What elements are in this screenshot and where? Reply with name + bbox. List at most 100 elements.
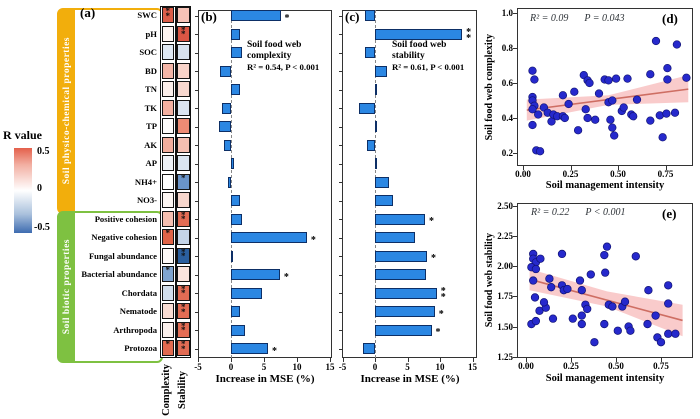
confidence-band [526,75,689,121]
data-point [536,254,545,263]
data-point [590,338,599,347]
heatmap-cell-stability-5 [177,81,190,97]
panel-c-row-tick [339,330,342,331]
panel-b-x-tick [231,358,232,362]
panel-d-x-tick [665,166,667,170]
panel-e-y-tick-label: 1.50 [497,321,513,332]
panel-b-x-tick [297,358,298,362]
bar-c-fungal-abundance [375,250,427,262]
panel-b-row-tick [195,274,198,276]
data-point [672,40,682,49]
bar-significance-mark: * [429,216,435,227]
data-point [600,250,609,260]
panel-c-row-tick [339,163,342,165]
bar-b-tn [231,84,240,95]
data-point [608,302,617,311]
bar-b-ph [231,28,241,40]
panel-b-x-tick-label: 10 [292,362,302,372]
bar-significance-mark: * [310,234,316,246]
panel-e-y-tick-label: 1.75 [497,291,513,302]
panel-c-x-tick-label: 0 [372,362,378,372]
panel-e-y-tick [513,205,517,207]
panel-c-row-tick [339,52,342,54]
panel-b-row-tick [195,330,198,331]
bar-significance-mark: * * [440,286,446,303]
data-point [608,123,617,132]
heatmap-cell-stability-4 [177,62,190,79]
row-label-protozoa: Protozoa [124,343,157,353]
significance-mark: * * [181,24,186,39]
heatmap-cell-stability-3 [177,44,190,60]
data-point [545,274,554,283]
panel-e-plot-box [517,203,693,358]
panel-c-x-tick-label: 15 [468,362,477,372]
heatmap-cell-complexity-1: * * [161,7,174,23]
bar-c-negative-cohesion [375,232,416,243]
row-label-no3-: NO3- [136,195,157,205]
heatmap-cell-complexity-5 [161,81,174,97]
data-point [529,276,538,285]
panel-c-annotation-stats: R² = 0.61, P < 0.001 [392,62,465,72]
panel-d-x-tick-label: 0.75 [657,169,674,179]
panel-c-row-tick [339,126,342,128]
bar-c-ak [366,139,375,151]
bar-significance-mark: * [431,253,436,264]
group-box-biotic: Soil biotic properties [57,211,163,363]
bar-b-tp [219,121,231,132]
panel-c-row-tick [339,256,342,257]
bar-c-nh4- [375,176,390,188]
panel-c-row-tick [339,145,342,146]
heatmap-cell-complexity-4 [161,62,174,79]
row-label-tp: TP [146,121,157,131]
panel-label-a: (a) [80,5,96,20]
legend-title: R value [3,128,42,142]
data-point [671,329,680,338]
data-point [602,242,612,251]
panel-b-row-tick [195,89,198,91]
data-point [664,329,673,338]
significance-mark: * [165,339,171,349]
heatmap-column-stability: * * * * * * * * * * * * * * * [175,6,191,358]
panel-b-row-tick [195,219,198,220]
heatmap-cell-complexity-8 [161,136,174,153]
data-point [534,110,543,119]
data-point [530,293,540,302]
panel-e-y-tick [513,266,517,267]
data-point [664,281,673,290]
heatmap-cell-stability-15 [177,266,190,282]
bar-significance-mark: * [283,271,289,283]
heatmap-cell-stability-16: * * [177,284,190,301]
panel-d-p: P = 0.043 [584,13,625,24]
group-label-physicochemical: Soil physico-chemical properties [62,37,72,185]
heatmap-cell-complexity-12 [161,210,174,227]
heatmap-cell-complexity-15: * [161,266,174,282]
panel-label-d: (d) [662,11,678,26]
panel-label-e: (e) [662,206,677,221]
heatmap-cell-complexity-16 [161,284,174,301]
data-point [530,75,539,84]
panel-b-row-tick [195,145,198,146]
legend-tick-max: 0.5 [37,146,50,157]
bar-c-protozoa [362,343,375,354]
panel-c-row-tick [339,89,342,91]
significance-mark: * [165,228,171,238]
data-point [664,299,673,308]
data-point [646,70,655,79]
data-point [610,131,619,140]
panel-d-y-tick-label: 0.4 [501,113,513,123]
data-point [656,338,666,347]
panel-c-annotation-title: Soil food web stability [392,40,447,61]
data-point [586,270,595,279]
bar-b-positive-cohesion [231,213,242,225]
panel-e-y-tick [513,235,517,237]
data-point [547,283,556,292]
bar-c-tk [358,102,375,114]
panel-d-y-tick-label: 0.6 [501,78,513,88]
panel-c-x-tick [375,358,376,362]
bar-b-soc [231,47,242,58]
panel-b-row-tick [195,71,198,72]
data-point [577,286,586,295]
panel-d-y-tick-label: 0.8 [501,43,513,53]
panel-d-y-tick [513,153,517,154]
bar-b-tk [222,102,231,114]
